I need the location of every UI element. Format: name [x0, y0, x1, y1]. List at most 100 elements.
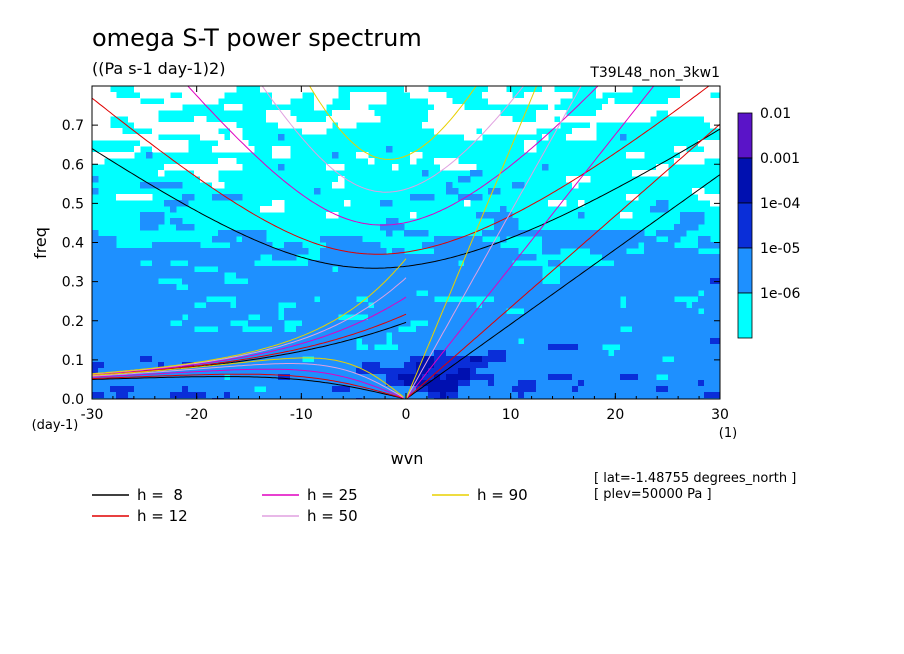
heatmap-cell — [644, 356, 651, 363]
heatmap-cell — [434, 110, 441, 117]
heatmap-cell — [266, 296, 273, 303]
heatmap-cell — [650, 170, 657, 177]
heatmap-cell — [182, 308, 189, 315]
heatmap-cell — [488, 350, 495, 357]
heatmap-cell — [194, 392, 201, 399]
heatmap-cell — [326, 278, 333, 285]
heatmap-cell — [506, 386, 513, 393]
heatmap-cell — [428, 260, 435, 267]
heatmap-cell — [140, 92, 147, 99]
heatmap-cell — [398, 308, 405, 315]
heatmap-cell — [344, 116, 351, 123]
heatmap-cell — [212, 248, 219, 255]
heatmap-cell — [206, 92, 213, 99]
heatmap-cell — [494, 218, 501, 225]
heatmap-cell — [644, 314, 651, 321]
heatmap-cell — [224, 350, 231, 357]
heatmap-cell — [116, 326, 123, 333]
heatmap-cell — [506, 314, 513, 321]
heatmap-cell — [218, 368, 225, 375]
heatmap-cell — [530, 320, 537, 327]
heatmap-cell — [512, 248, 519, 255]
heatmap-cell — [380, 260, 387, 267]
heatmap-cell — [500, 386, 507, 393]
heatmap-cell — [332, 320, 339, 327]
heatmap-cell — [572, 338, 579, 345]
heatmap-cell — [632, 356, 639, 363]
heatmap-cell — [548, 386, 555, 393]
heatmap-cell — [452, 284, 459, 291]
heatmap-cell — [572, 290, 579, 297]
heatmap-cell — [152, 104, 159, 111]
heatmap-cell — [152, 344, 159, 351]
heatmap-cell — [296, 392, 303, 399]
heatmap-cell — [164, 248, 171, 255]
heatmap-cell — [206, 122, 213, 129]
heatmap-cell — [572, 344, 579, 351]
heatmap-cell — [374, 326, 381, 333]
heatmap-cell — [506, 302, 513, 309]
heatmap-cell — [170, 206, 177, 213]
heatmap-cell — [374, 272, 381, 279]
heatmap-cell — [254, 278, 261, 285]
heatmap-cell — [350, 284, 357, 291]
heatmap-cell — [590, 314, 597, 321]
heatmap-cell — [350, 368, 357, 375]
heatmap-cell — [716, 308, 720, 315]
heatmap-cell — [548, 356, 555, 363]
heatmap-cell — [428, 272, 435, 279]
heatmap-cell — [98, 86, 105, 93]
heatmap-cell — [554, 284, 561, 291]
colorbar-label: 1e-04 — [760, 196, 800, 212]
heatmap-cell — [554, 332, 561, 339]
heatmap-cell — [218, 326, 225, 333]
heatmap-cell — [704, 236, 711, 243]
heatmap-cell — [518, 386, 525, 393]
heatmap-cell — [158, 86, 165, 93]
heatmap-cell — [332, 350, 339, 357]
heatmap-cell — [188, 356, 195, 363]
heatmap-cell — [446, 332, 453, 339]
heatmap-cell — [182, 290, 189, 297]
heatmap-cell — [194, 338, 201, 345]
heatmap-cell — [356, 302, 363, 309]
heatmap-cell — [662, 314, 669, 321]
heatmap-cell — [698, 152, 705, 159]
heatmap-cell — [716, 374, 720, 381]
heatmap-cell — [662, 284, 669, 291]
heatmap-cell — [374, 296, 381, 303]
heatmap-cell — [230, 344, 237, 351]
heatmap-cell — [530, 230, 537, 237]
heatmap-cell — [440, 116, 447, 123]
heatmap-cell — [224, 332, 231, 339]
heatmap-cell — [494, 248, 501, 255]
heatmap-cell — [122, 248, 129, 255]
heatmap-cell — [416, 380, 423, 387]
x-axis-title: wvn — [391, 449, 424, 468]
heatmap-cell — [158, 122, 165, 129]
y-tick-label: 0.5 — [62, 196, 84, 212]
heatmap-cell — [602, 386, 609, 393]
heatmap-cell — [392, 314, 399, 321]
heatmap-cell — [272, 92, 279, 99]
heatmap-cell — [152, 326, 159, 333]
colorbar-label: 1e-06 — [760, 286, 800, 302]
heatmap-cell — [194, 320, 201, 327]
heatmap-cell — [608, 98, 615, 105]
heatmap-cell — [614, 110, 621, 117]
heatmap-cell — [338, 176, 345, 183]
heatmap-cell — [458, 110, 465, 117]
heatmap-cell — [338, 338, 345, 345]
heatmap-cell — [98, 158, 105, 165]
heatmap-cell — [320, 392, 327, 399]
heatmap-cell — [332, 380, 339, 387]
heatmap-cell — [554, 350, 561, 357]
heatmap-cell — [710, 362, 717, 369]
heatmap-cell — [194, 98, 201, 105]
heatmap-cell — [506, 368, 513, 375]
heatmap-cell — [164, 92, 171, 99]
heatmap-cell — [692, 350, 699, 357]
heatmap-cell — [272, 320, 279, 327]
heatmap-cell — [134, 308, 141, 315]
heatmap-cell — [350, 326, 357, 333]
